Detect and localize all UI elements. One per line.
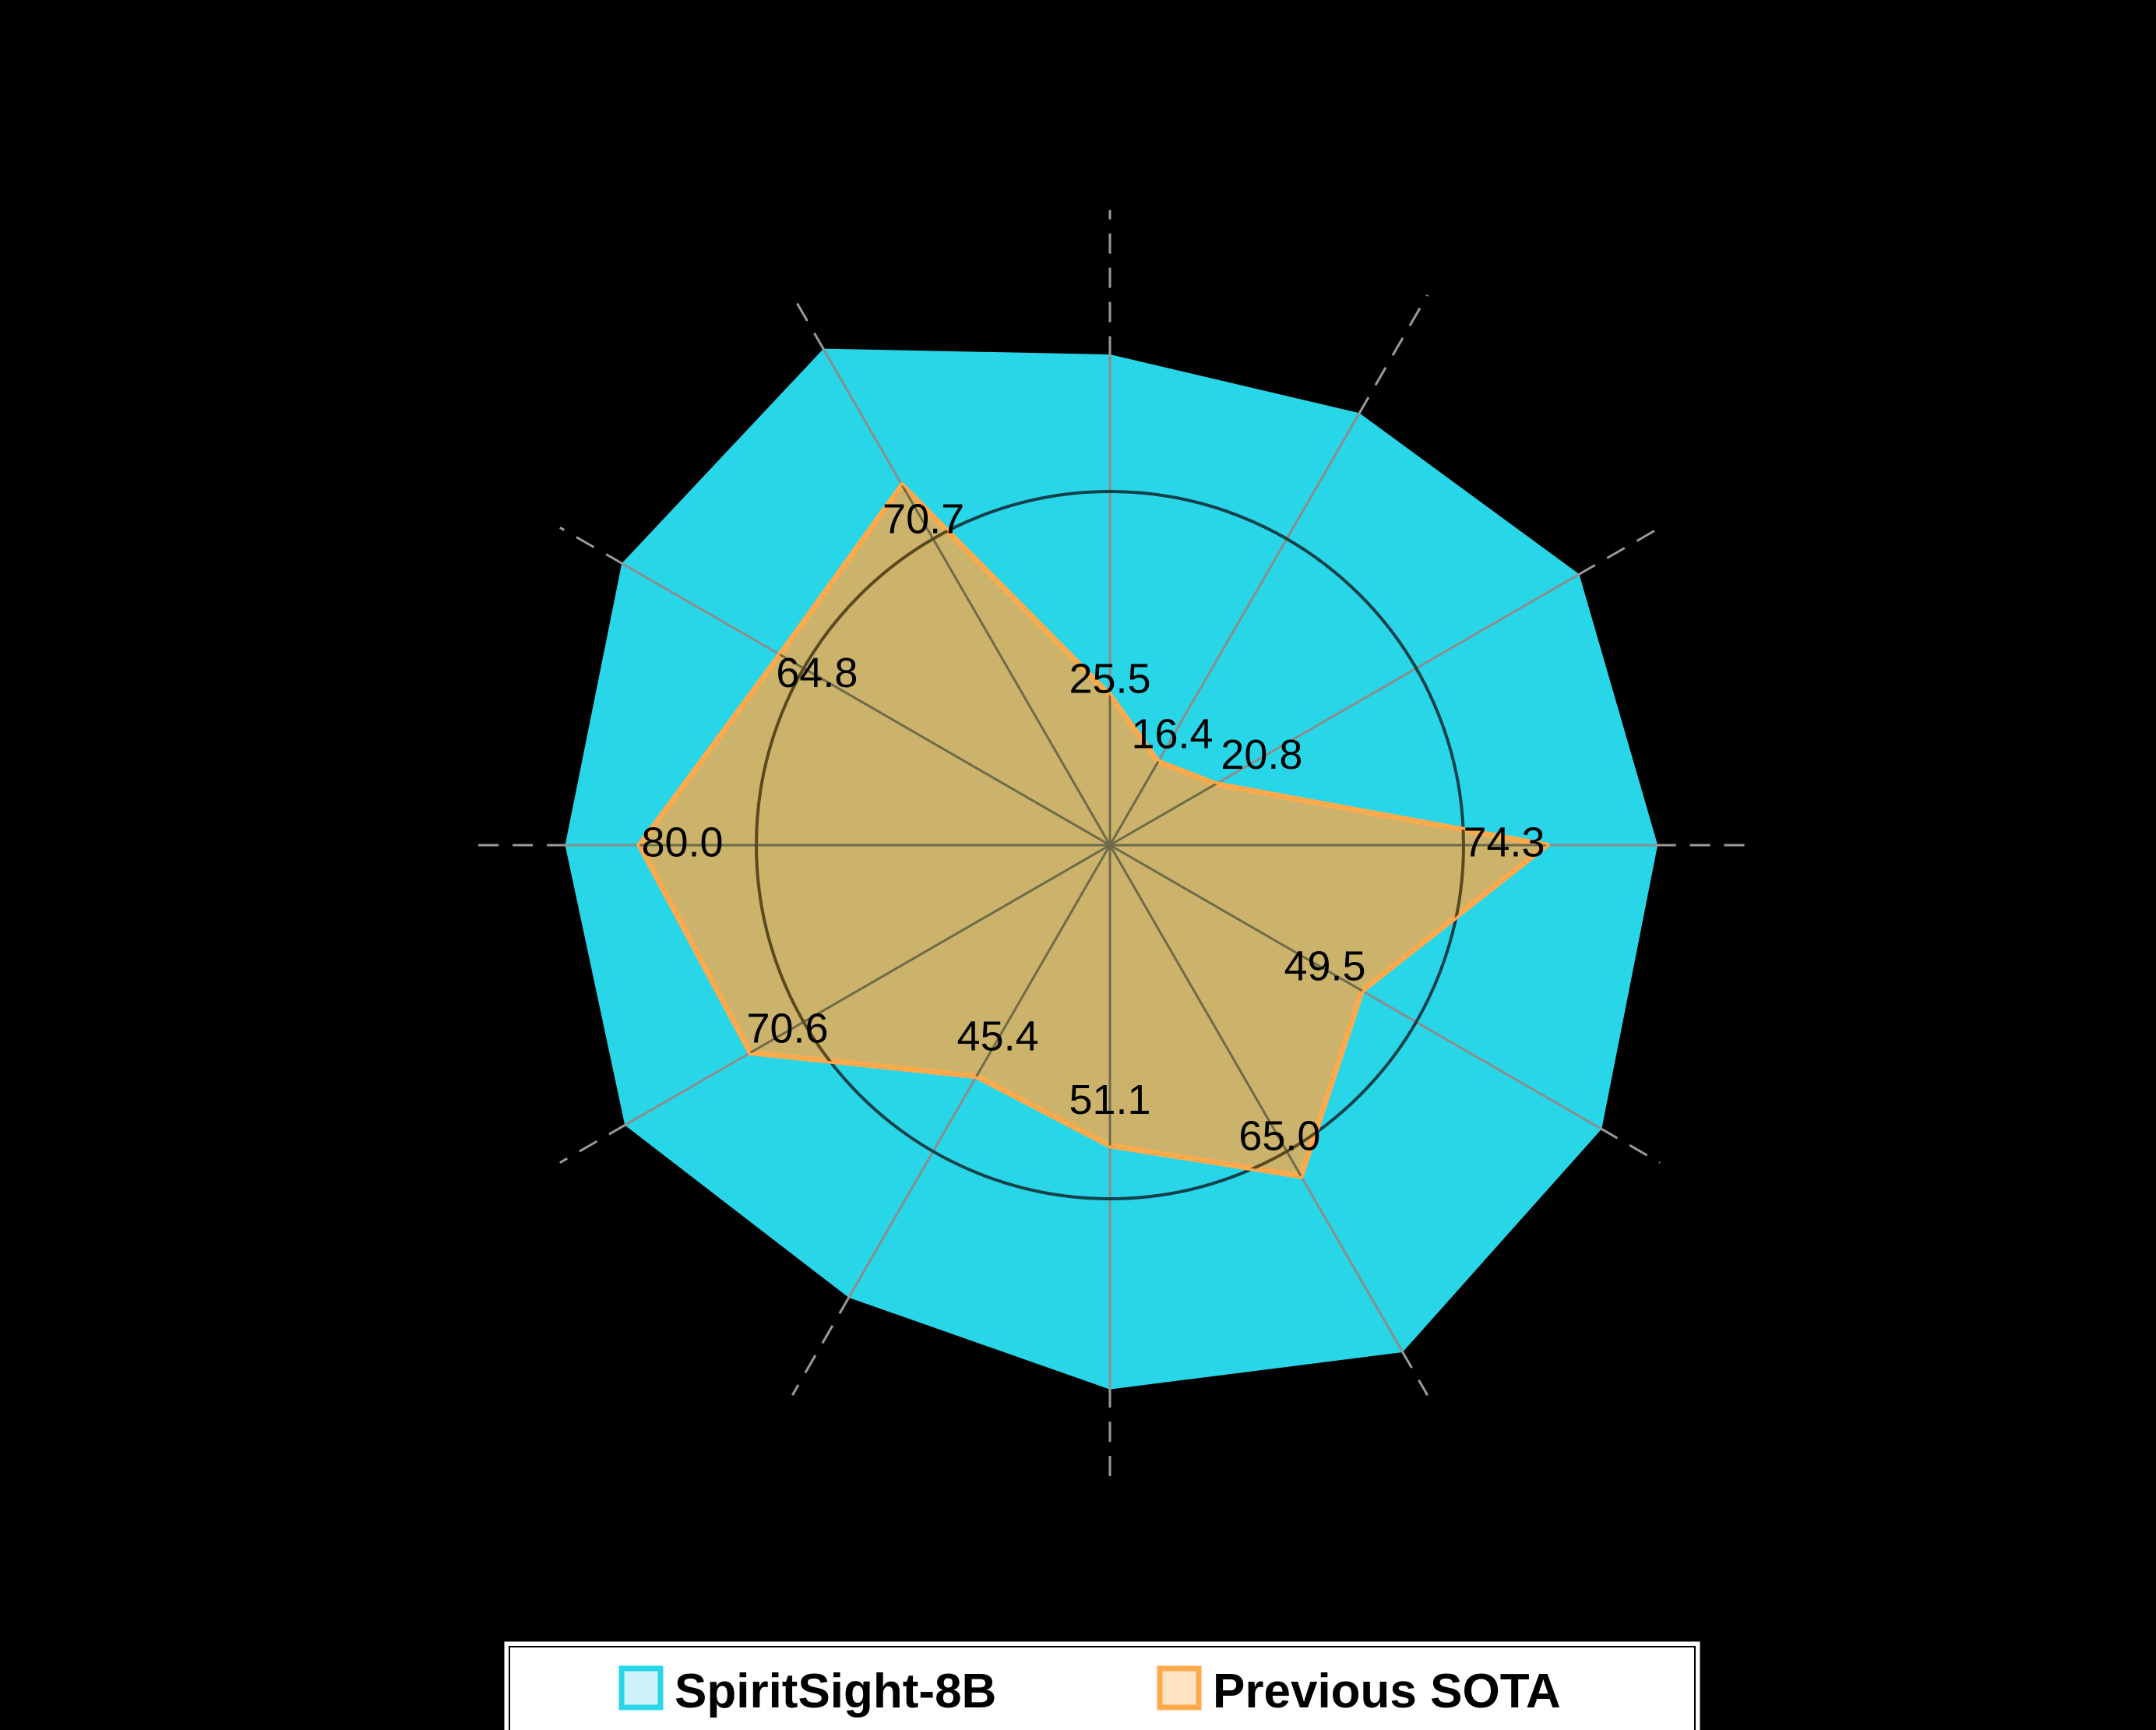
svg-text:20.8: 20.8 [1221,731,1302,778]
svg-text:65.0: 65.0 [1238,1113,1320,1160]
svg-text:SpiritSight-8B: SpiritSight-8B [675,1665,996,1718]
svg-text:45.4: 45.4 [957,1013,1039,1059]
svg-text:70.6: 70.6 [746,1005,828,1052]
svg-text:70.7: 70.7 [882,496,964,543]
svg-text:64.8: 64.8 [776,650,858,696]
svg-text:51.1: 51.1 [1069,1076,1150,1123]
svg-text:80.0: 80.0 [641,819,723,865]
svg-text:Previous SOTA: Previous SOTA [1213,1665,1561,1718]
svg-text:49.5: 49.5 [1284,943,1365,990]
svg-text:25.5: 25.5 [1069,655,1150,702]
svg-text:74.3: 74.3 [1463,819,1545,865]
svg-text:16.4: 16.4 [1131,711,1213,758]
